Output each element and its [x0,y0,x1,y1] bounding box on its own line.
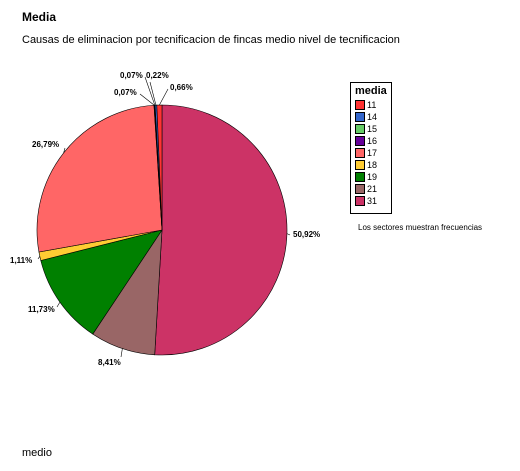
slice-label-21: 8,41% [98,358,121,367]
leader-line-18 [37,256,41,260]
legend-swatch [355,195,365,206]
legend-label: 14 [367,112,378,122]
legend-item-19: 19 [355,171,378,183]
legend-swatch [355,183,365,194]
legend: media 11 14 15 16 17 18 19 21 31 [350,82,392,214]
legend-item-14: 14 [355,111,378,123]
legend-label: 19 [367,172,378,182]
legend-item-31: 31 [355,195,378,207]
legend-label: 11 [367,100,377,110]
legend-label: 31 [367,196,378,206]
chart-title: Media [22,10,57,24]
leader-line-31 [286,233,291,236]
pie-slice-31 [154,104,288,356]
slice-label-11: 0,66% [170,83,193,92]
slice-label-17: 26,79% [32,140,59,149]
leader-line-19 [56,301,61,308]
legend-title: media [355,85,387,97]
legend-item-15: 15 [355,123,378,135]
legend-swatch [355,159,365,170]
legend-item-11: 11 [355,99,377,111]
pie-slice-19 [40,229,163,335]
legend-label: 17 [367,148,378,158]
leader-line-21 [120,348,123,358]
slice-label-16: 0,07% [114,88,137,97]
footer-label: medio [22,447,52,459]
legend-swatch [355,135,365,146]
leader-line-11 [159,88,169,106]
slice-label-19: 11,73% [28,305,55,314]
legend-label: 18 [367,160,378,170]
legend-label: 21 [367,184,378,194]
pie-slice-17 [36,104,163,253]
legend-item-18: 18 [355,159,378,171]
legend-swatch [355,147,365,158]
leader-line-16 [139,93,155,106]
legend-swatch [355,123,365,134]
legend-item-21: 21 [355,183,378,195]
legend-swatch [355,171,365,182]
leader-line-14 [149,81,157,106]
legend-note: Los sectores muestran frecuencias [358,223,483,232]
legend-item-17: 17 [355,147,378,159]
legend-swatch [355,111,365,122]
legend-label: 16 [367,136,378,146]
slice-label-14: 0,22% [146,71,169,80]
leader-line-15 [144,76,156,106]
legend-item-16: 16 [355,135,378,147]
chart-subtitle: Causas de eliminacion por tecnificacion … [22,34,400,46]
legend-swatch [355,99,365,110]
legend-label: 15 [367,124,378,134]
slice-label-31: 50,92% [293,230,320,239]
slice-label-15: 0,07% [120,71,143,80]
leader-line-17 [63,147,66,153]
slice-label-18: 1,11% [10,256,32,265]
pie-slice-11 [156,104,163,231]
